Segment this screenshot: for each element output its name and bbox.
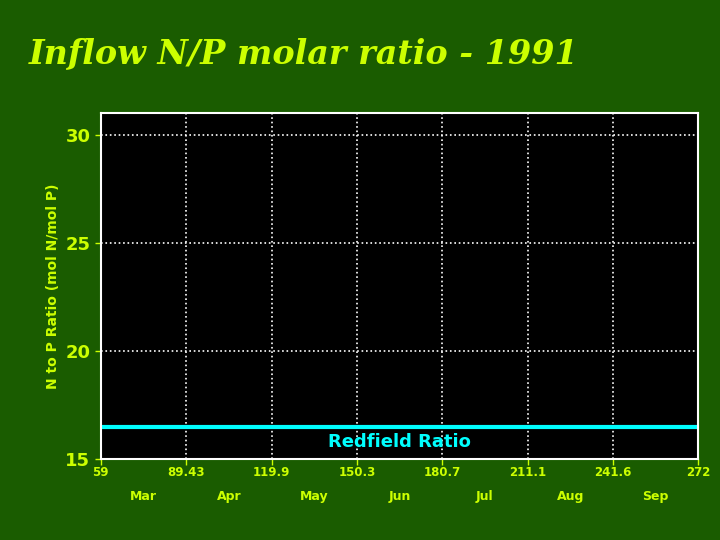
Text: Jul: Jul bbox=[476, 490, 494, 503]
Text: Redfield Ratio: Redfield Ratio bbox=[328, 433, 471, 451]
Text: Jun: Jun bbox=[388, 490, 411, 503]
Text: Aug: Aug bbox=[557, 490, 584, 503]
Text: Sep: Sep bbox=[642, 490, 669, 503]
Text: May: May bbox=[300, 490, 328, 503]
Y-axis label: N to P Ratio (mol N/mol P): N to P Ratio (mol N/mol P) bbox=[46, 184, 60, 389]
Text: Mar: Mar bbox=[130, 490, 157, 503]
Text: Apr: Apr bbox=[217, 490, 241, 503]
Text: Inflow N/P molar ratio - 1991: Inflow N/P molar ratio - 1991 bbox=[29, 37, 579, 70]
